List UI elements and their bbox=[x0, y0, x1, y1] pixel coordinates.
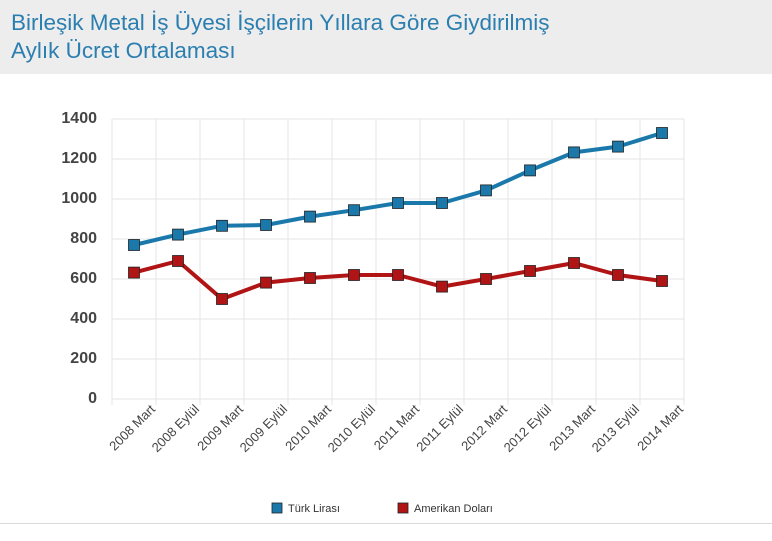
data-point-marker bbox=[172, 228, 184, 241]
y-tick-label: 800 bbox=[70, 230, 97, 247]
data-point-marker bbox=[128, 239, 140, 251]
data-point-marker bbox=[348, 269, 360, 281]
data-point-marker bbox=[480, 273, 492, 285]
y-tick-label: 1000 bbox=[61, 190, 97, 207]
data-point-marker bbox=[656, 127, 668, 139]
data-point-marker bbox=[612, 269, 624, 281]
y-tick-label: 0 bbox=[88, 390, 97, 407]
series-turk-lirasi bbox=[128, 127, 668, 251]
x-tick-label: 2009 Eylül bbox=[237, 401, 291, 455]
y-tick-label: 1200 bbox=[61, 150, 97, 167]
data-point-marker bbox=[568, 257, 580, 269]
legend-label: Türk Lirası bbox=[288, 503, 340, 515]
bottom-divider bbox=[0, 523, 772, 524]
x-tick-label: 2014 Mart bbox=[634, 401, 686, 453]
data-point-marker bbox=[392, 269, 404, 281]
data-point-marker bbox=[348, 204, 360, 217]
y-tick-label: 200 bbox=[70, 350, 97, 367]
data-point-marker bbox=[260, 219, 272, 231]
x-tick-label: 2008 Eylül bbox=[149, 401, 203, 455]
data-point-marker bbox=[436, 197, 448, 209]
data-point-marker bbox=[216, 219, 228, 232]
data-point-marker bbox=[656, 275, 668, 287]
x-tick-label: 2012 Eylül bbox=[501, 401, 555, 455]
data-point-marker bbox=[392, 197, 404, 209]
legend-label: Amerikan Doları bbox=[414, 503, 493, 515]
data-point-marker bbox=[260, 276, 272, 289]
data-point-marker bbox=[612, 140, 624, 153]
y-tick-label: 600 bbox=[70, 270, 97, 287]
data-point-marker bbox=[304, 272, 316, 284]
y-tick-label: 400 bbox=[70, 310, 97, 327]
data-point-marker bbox=[480, 184, 492, 197]
grid-lines bbox=[111, 118, 685, 405]
title-band bbox=[0, 0, 772, 74]
legend-item: Türk Lirası bbox=[271, 502, 340, 515]
data-point-marker bbox=[128, 266, 140, 279]
data-point-marker bbox=[172, 255, 184, 267]
data-point-marker bbox=[524, 164, 536, 177]
x-tick-label: 2013 Eylül bbox=[589, 401, 643, 455]
chart-title-line-1: Birleşik Metal İş Üyesi İşçilerin Yıllar… bbox=[11, 10, 550, 35]
series-line bbox=[132, 131, 664, 247]
chart-title: Birleşik Metal İş Üyesi İşçilerin Yıllar… bbox=[11, 9, 751, 65]
y-tick-label: 1400 bbox=[61, 110, 97, 127]
data-point-marker bbox=[216, 293, 228, 305]
legend-marker bbox=[397, 502, 409, 514]
data-point-marker bbox=[304, 210, 316, 223]
series-amerikan-dolari bbox=[128, 255, 668, 305]
data-point-marker bbox=[436, 280, 448, 293]
data-point-marker bbox=[568, 146, 580, 159]
legend-marker bbox=[271, 502, 283, 514]
chart-title-line-2: Aylık Ücret Ortalaması bbox=[11, 38, 236, 63]
x-tick-label: 2011 Eylül bbox=[413, 401, 466, 454]
data-point-marker bbox=[524, 265, 536, 277]
x-tick-label: 2010 Eylül bbox=[325, 401, 379, 455]
legend-item: Amerikan Doları bbox=[397, 502, 493, 515]
